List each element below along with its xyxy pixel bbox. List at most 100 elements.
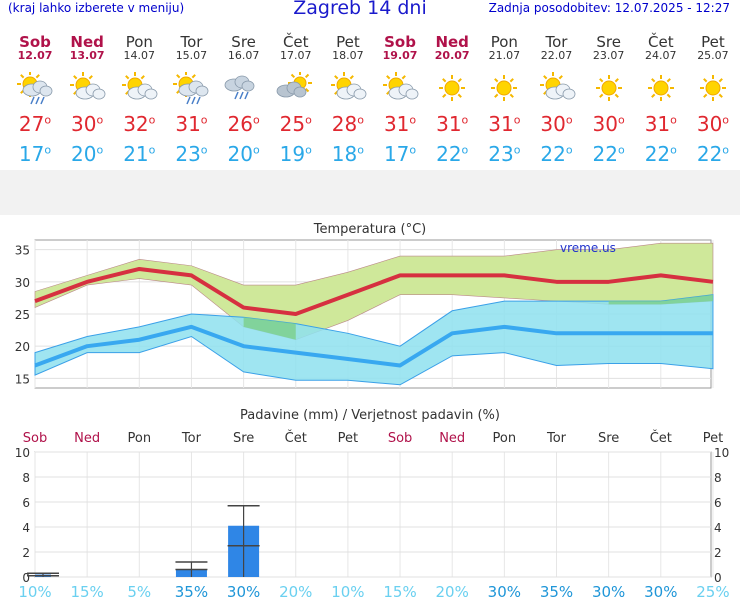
max-temperature-value: 28 [331,112,358,136]
max-temperature-value: 31 [644,112,671,136]
max-temperature-value: 31 [383,112,410,136]
day-column: Ned 20.07 [426,34,478,62]
min-temperature-value: 22 [696,142,723,166]
y-tick-label-right: 0 [714,571,722,585]
min-temperature-value: 20 [71,142,97,166]
degree-symbol: o [618,113,625,127]
x-day-label: Pon [128,431,152,446]
day-date: 17.07 [280,49,312,62]
sun-cloud-icon [380,72,420,106]
min-temperature: 20o [218,142,270,166]
day-name: Tor [545,33,568,51]
min-temperature: 20o [61,142,113,166]
max-temperature: 30o [531,112,583,136]
min-temperature-value: 17 [383,142,410,166]
min-temperature: 17o [9,142,61,166]
precipitation-probability: 35% [540,583,573,600]
day-date: 20.07 [434,49,470,62]
sun-icon [432,72,472,106]
degree-symbol: o [96,143,104,157]
day-date: 25.07 [697,49,729,62]
max-temperature: 30o [583,112,635,136]
sun-icon [484,72,524,106]
last-updated: Zadnja posodobitev: 12.07.2025 - 12:27 [488,1,730,15]
precipitation-probability: 30% [592,583,625,600]
max-temperature: 31o [165,112,217,136]
y-tick-label-left: 6 [22,496,30,510]
max-temperature-value: 31 [175,112,201,136]
min-temperature-value: 22 [644,142,671,166]
degree-symbol: o [409,143,417,157]
precipitation-chart: Padavine (mm) / Verjetnost padavin (%) So… [15,408,730,600]
max-temperature-value: 31 [488,112,514,136]
min-temperature: 22o [583,142,635,166]
day-name: Ned [435,33,469,51]
band-overlap [608,294,713,305]
x-day-label: Sre [233,431,254,446]
max-temperature: 31o [635,112,687,136]
min-temperature: 17o [374,142,426,166]
precipitation-probability: 30% [227,583,260,600]
degree-symbol: o [305,143,312,157]
cloud-rain-icon [224,72,264,106]
day-date: 23.07 [592,49,625,62]
max-temperature: 27o [9,112,61,136]
day-date: 21.07 [488,49,521,62]
day-column: Pon 14.07 [113,34,165,62]
header-left-note[interactable]: (kraj lahko izberete v meniju) [8,1,185,15]
precipitation-chart-title: Padavine (mm) / Verjetnost padavin (%) [240,408,500,423]
degree-symbol: o [670,143,677,157]
min-temperature-line [34,324,713,368]
day-date: 12.07 [17,49,53,62]
degree-symbol: o [148,143,156,157]
degree-symbol: o [44,113,52,127]
day-date: 14.07 [123,49,156,62]
max-temperature-value: 31 [436,112,462,136]
sun-cloud-icon [67,72,107,106]
degree-symbol: o [722,113,730,127]
max-temperature-value: 30 [540,112,566,136]
min-temperature-value: 23 [488,142,514,166]
precipitation-probability: 35% [175,583,208,600]
max-temperature: 31o [478,112,530,136]
max-temperature-value: 30 [592,112,618,136]
sun-cloud-icon [328,72,368,106]
separator-band [0,170,740,215]
degree-symbol: o [44,143,52,157]
sun-icon [693,72,733,106]
min-temperature-value: 22 [540,142,566,166]
max-temperature-value: 30 [71,112,97,136]
degree-symbol: o [618,143,625,157]
degree-symbol: o [409,113,417,127]
x-day-label: Ned [74,431,100,446]
min-temperature: 21o [113,142,165,166]
degree-symbol: o [252,143,260,157]
sun-icon [641,72,681,106]
y-tick-label-right: 6 [714,496,722,510]
y-tick-label-left: 8 [22,471,30,485]
degree-symbol: o [357,113,364,127]
degree-symbol: o [357,143,364,157]
day-column: Sre 23.07 [583,34,635,62]
precipitation-probability: 15% [383,583,416,600]
precipitation-probability: 10% [18,583,51,600]
day-name: Pet [336,33,360,51]
max-temperature: 30o [61,112,113,136]
degree-symbol: o [565,113,573,127]
min-temperature-value: 22 [436,142,462,166]
day-name: Pon [125,33,153,51]
max-temperature: 30o [687,112,739,136]
x-day-label: Pet [703,431,723,446]
x-day-label: Sob [23,431,47,446]
day-date: 19.07 [382,49,418,62]
day-date: 15.07 [175,49,208,62]
degree-symbol: o [461,143,469,157]
day-column: Čet 24.07 [635,34,687,62]
y-tick-label-right: 2 [714,546,722,560]
x-day-label: Sob [388,431,412,446]
sun-cloud-rain-icon [171,71,211,106]
day-name: Pon [490,33,518,51]
precipitation-probability: 25% [696,583,729,600]
day-column: Ned 13.07 [61,34,113,62]
precipitation-probability: 20% [279,583,312,600]
